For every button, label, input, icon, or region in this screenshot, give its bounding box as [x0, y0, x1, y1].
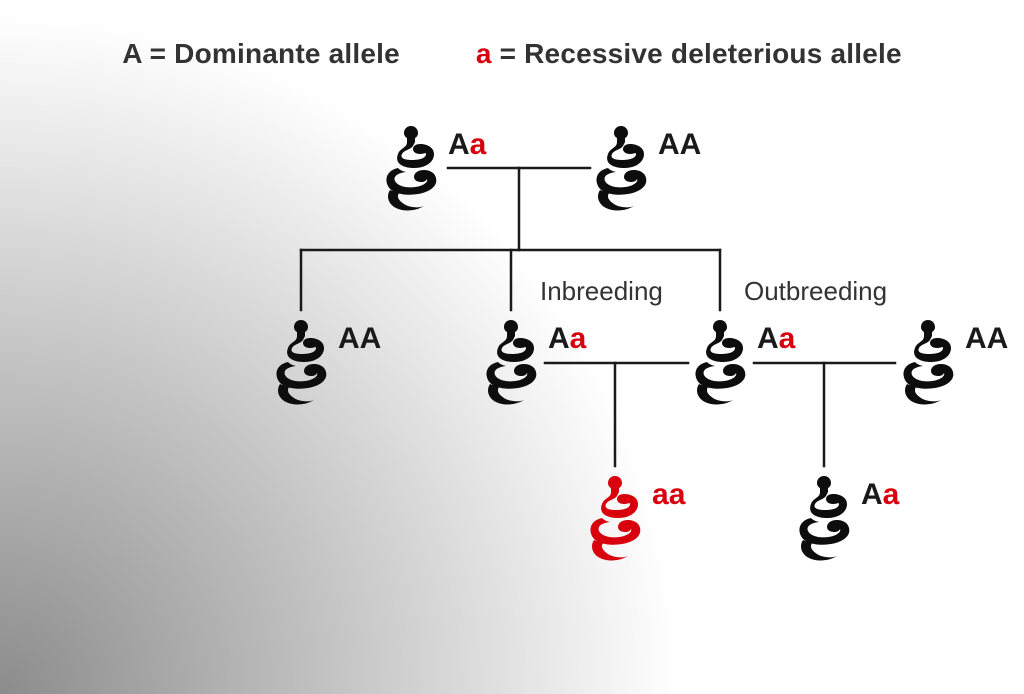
allele-recessive: a — [883, 478, 900, 511]
snake-icon — [590, 124, 652, 212]
allele-dominant: A — [757, 322, 779, 355]
allele-recessive: a — [570, 322, 587, 355]
allele-dominant: A — [861, 478, 883, 511]
genotype-label: AA — [338, 324, 381, 354]
allele-recessive: a — [470, 128, 487, 161]
allele-recessive: a — [652, 478, 669, 511]
snake-icon — [380, 124, 442, 212]
label-inbreeding: Inbreeding — [540, 276, 663, 307]
genotype-label: Aa — [448, 130, 486, 160]
snake-icon — [897, 318, 959, 406]
label-outbreeding: Outbreeding — [744, 276, 887, 307]
snake-icon — [793, 474, 855, 562]
snake-icon — [480, 318, 542, 406]
snake-icon — [270, 318, 332, 406]
allele-dominant: A — [448, 128, 470, 161]
snake-icon — [689, 318, 751, 406]
genotype-label: AA — [965, 324, 1008, 354]
allele-dominant: A — [965, 322, 987, 355]
genotype-label: Aa — [548, 324, 586, 354]
allele-dominant: A — [987, 322, 1009, 355]
diagram-canvas: A = Dominante allele a = Recessive delet… — [0, 0, 1024, 694]
allele-dominant: A — [360, 322, 382, 355]
allele-dominant: A — [658, 128, 680, 161]
allele-recessive: a — [779, 322, 796, 355]
allele-dominant: A — [338, 322, 360, 355]
allele-dominant: A — [548, 322, 570, 355]
snake-icon — [584, 474, 646, 562]
genotype-label: Aa — [757, 324, 795, 354]
genotype-label: aa — [652, 480, 685, 510]
genotype-label: AA — [658, 130, 701, 160]
allele-recessive: a — [669, 478, 686, 511]
genotype-label: Aa — [861, 480, 899, 510]
allele-dominant: A — [680, 128, 702, 161]
